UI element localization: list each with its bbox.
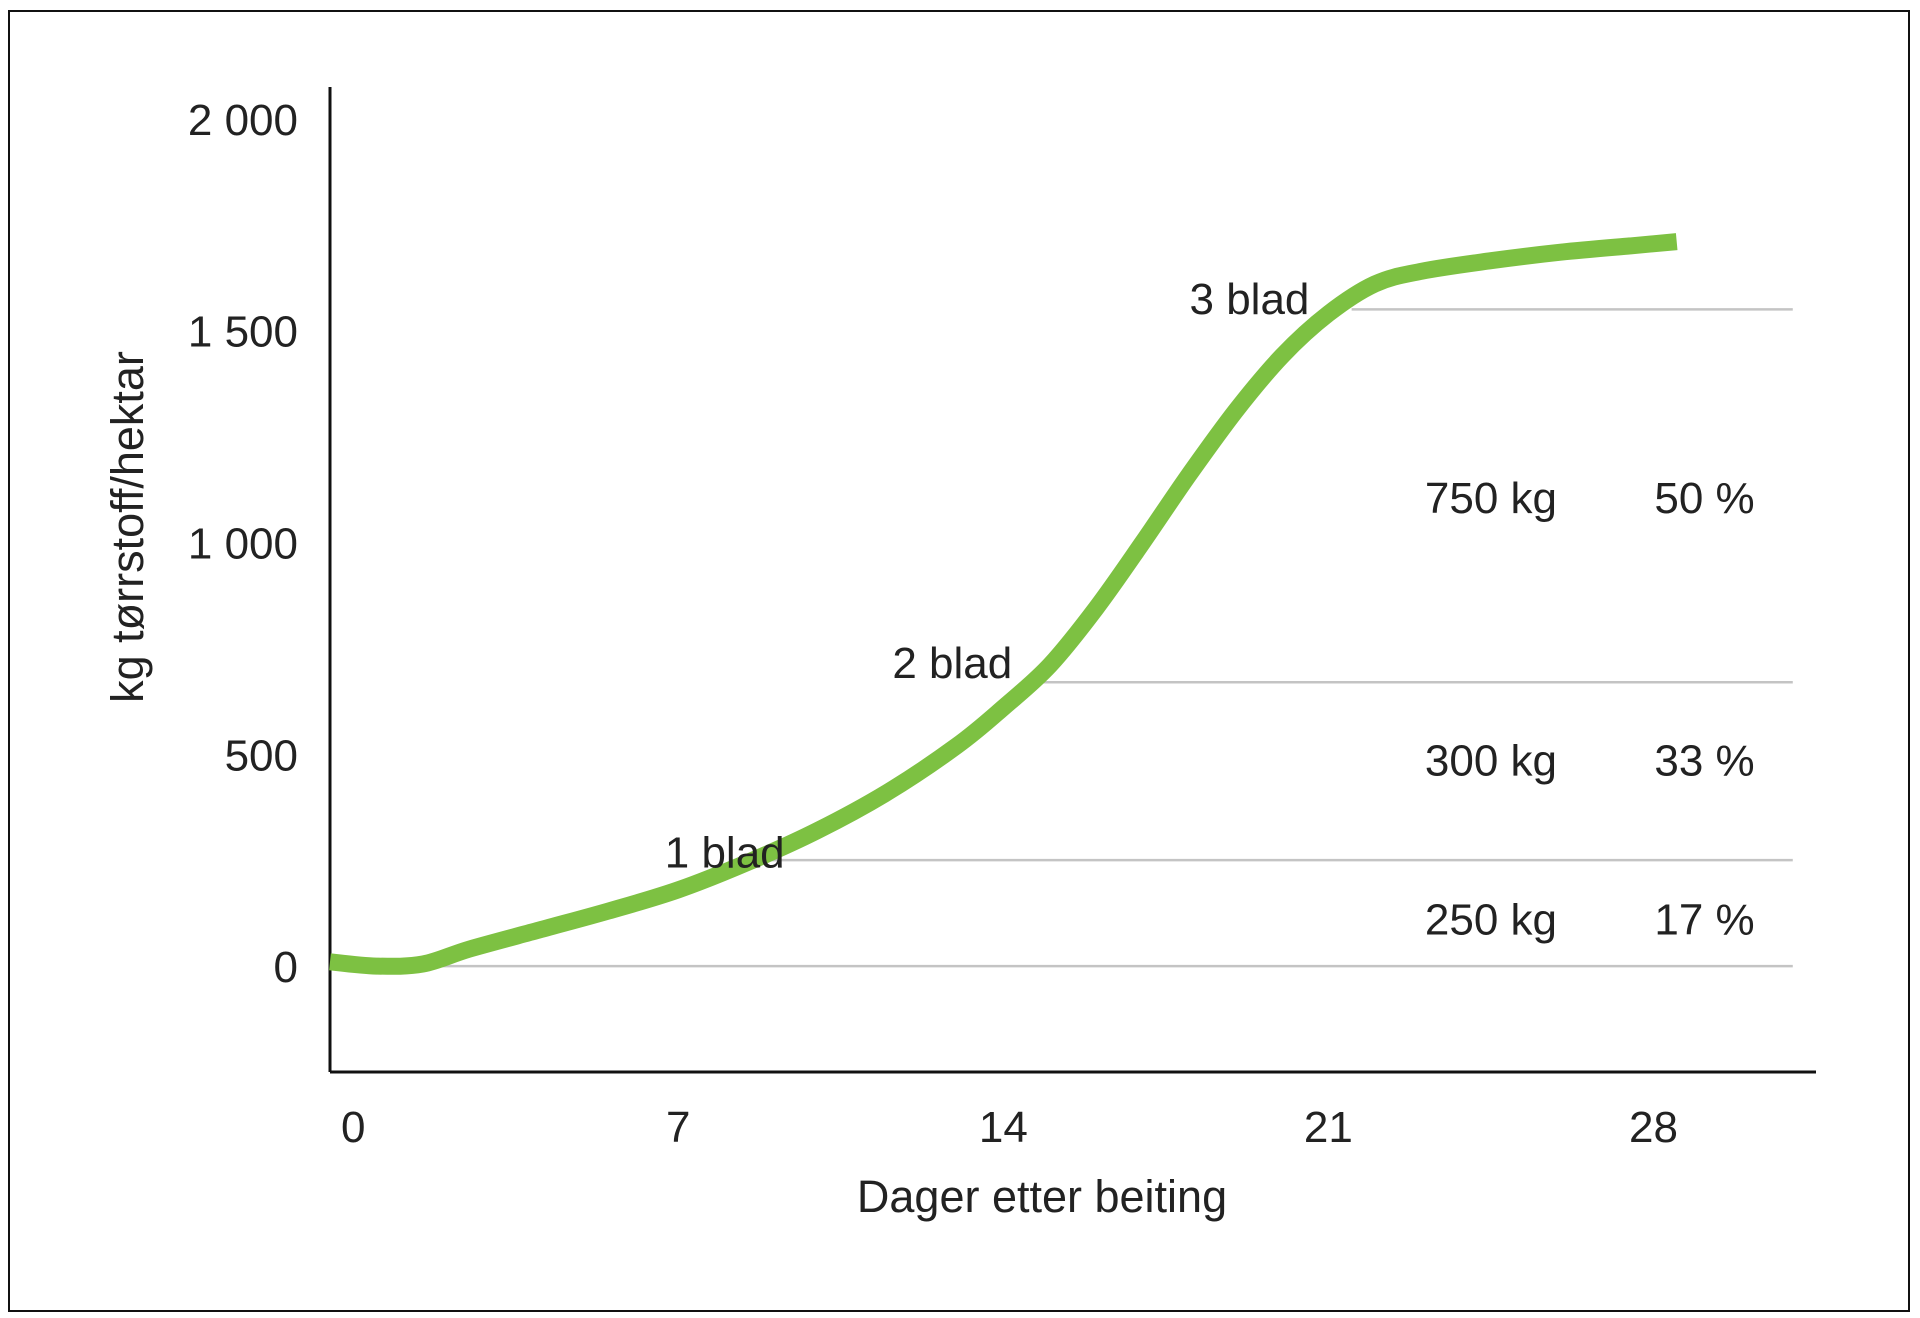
annotation-label: 1 blad	[665, 829, 785, 878]
annotation-label: 2 blad	[892, 639, 1012, 688]
chart-frame: 2 000 1 500 1 000 500 0 0 7 14 21 28 1 blad 2 bla…	[8, 10, 1910, 1312]
annotation-label: 50 %	[1654, 474, 1754, 523]
annotation-label: 750 kg	[1425, 474, 1557, 523]
annotations: 1 blad 2 blad 3 blad 750 kg 50 % 300 kg 33 % 25…	[665, 275, 1755, 945]
axes	[328, 87, 1816, 1074]
x-tick-label: 0	[341, 1103, 365, 1152]
y-tick-label: 2 000	[188, 96, 298, 145]
series-group	[329, 233, 1678, 975]
annotation-label: 17 %	[1654, 895, 1754, 944]
annotation-label: 300 kg	[1425, 737, 1557, 786]
annotation-label: 3 blad	[1190, 275, 1310, 324]
x-tick-labels: 0 7 14 21 28	[341, 1103, 1678, 1152]
y-axis-title: kg tørrstoff/hektar	[102, 351, 153, 703]
y-tick-label: 0	[274, 943, 298, 992]
y-tick-label: 1 000	[188, 519, 298, 568]
y-tick-label: 1 500	[188, 308, 298, 357]
y-tick-labels: 2 000 1 500 1 000 500 0	[188, 96, 298, 992]
annotation-label: 250 kg	[1425, 895, 1557, 944]
x-tick-label: 28	[1629, 1103, 1678, 1152]
y-tick-label: 500	[225, 731, 298, 780]
growth-curve-line-0	[329, 233, 1678, 975]
reference-lines	[422, 308, 1793, 968]
growth-chart: 2 000 1 500 1 000 500 0 0 7 14 21 28 1 blad 2 bla…	[102, 87, 1816, 1222]
x-tick-label: 21	[1304, 1103, 1353, 1152]
x-tick-label: 7	[666, 1103, 690, 1152]
x-tick-label: 14	[979, 1103, 1028, 1152]
x-axis-title: Dager etter beiting	[857, 1171, 1227, 1222]
annotation-label: 33 %	[1654, 737, 1754, 786]
